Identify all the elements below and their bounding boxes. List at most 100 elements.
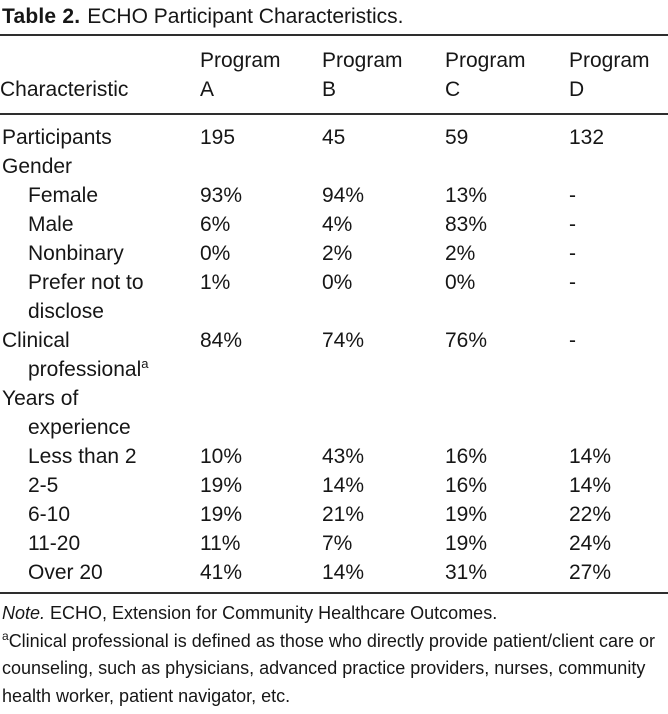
- row-value: 94%: [322, 184, 365, 207]
- row-value: 93%: [200, 184, 243, 207]
- row-value: 6%: [200, 213, 231, 236]
- table-row: Less than 2 10% 43% 16% 14%: [0, 442, 668, 471]
- footnote-marker: a: [2, 628, 9, 643]
- row-label-line: Participants: [2, 126, 112, 149]
- table-row: 2-5 19% 14% 16% 14%: [0, 471, 668, 500]
- row-value: 19%: [445, 503, 488, 526]
- row-label-line: Nonbinary: [28, 242, 124, 265]
- row-value: 7%: [322, 532, 353, 555]
- header-cell-characteristic: Characteristic: [0, 46, 200, 104]
- row-label: 2-5: [0, 471, 200, 500]
- row-label: Female: [0, 181, 200, 210]
- table-row: Years of experience: [0, 384, 668, 442]
- row-label-line: 2-5: [28, 474, 59, 497]
- row-label-line: disclose: [28, 300, 104, 323]
- row-value: 43%: [322, 445, 365, 468]
- header-rule: [0, 113, 668, 115]
- row-value: 195: [200, 126, 236, 149]
- row-label-line: Female: [28, 184, 99, 207]
- note-prefix: Note.: [2, 603, 46, 623]
- row-label: 11-20: [0, 529, 200, 558]
- row-label: Clinical professionala: [0, 326, 200, 384]
- note-line: Note. ECHO, Extension for Community Heal…: [2, 600, 668, 628]
- table-notes: Note. ECHO, Extension for Community Heal…: [0, 594, 668, 710]
- row-value: 132: [569, 126, 605, 149]
- row-label: 6-10: [0, 500, 200, 529]
- row-label: Over 20: [0, 558, 200, 587]
- table-row: Participants 195 45 59 132: [0, 123, 668, 152]
- row-value: 14%: [569, 474, 612, 497]
- header-cell-program-a: Program A: [200, 46, 322, 104]
- row-value: 84%: [200, 329, 243, 352]
- header-cell-program-c: Program C: [445, 46, 569, 104]
- footnote-line: aClinical professional is defined as tho…: [2, 628, 668, 711]
- row-value: -: [569, 329, 576, 352]
- table-title: Table 2. ECHO Participant Characteristics…: [0, 0, 668, 34]
- row-label: Gender: [0, 152, 200, 181]
- row-label: Years of experience: [0, 384, 200, 442]
- row-value: 22%: [569, 503, 612, 526]
- header-line2: A: [200, 78, 215, 101]
- row-value: 0%: [322, 271, 353, 294]
- row-label-line: Less than 2: [28, 445, 137, 468]
- bottom-rule: [0, 592, 668, 594]
- header-line1: Program: [569, 49, 650, 72]
- row-label: Participants: [0, 123, 200, 152]
- row-value: -: [569, 213, 576, 236]
- row-value: 2%: [322, 242, 353, 265]
- table-row: Gender: [0, 152, 668, 181]
- row-label-line: Gender: [2, 155, 73, 178]
- row-label-line: 11-20: [28, 532, 81, 555]
- row-value: 24%: [569, 532, 612, 555]
- column-header-characteristic: Characteristic: [0, 78, 129, 101]
- row-value: 59: [445, 126, 469, 149]
- row-value: 1%: [200, 271, 231, 294]
- row-value: 14%: [322, 561, 365, 584]
- row-value: 2%: [445, 242, 476, 265]
- row-value: 19%: [200, 474, 243, 497]
- table-number: Table 2.: [2, 5, 81, 28]
- header-cell-program-b: Program B: [322, 46, 445, 104]
- table-header-row: Characteristic Program A Program B Program C P…: [0, 36, 668, 113]
- table-row: 6-10 19% 21% 19% 22%: [0, 500, 668, 529]
- table-row: 11-20 11% 7% 19% 24%: [0, 529, 668, 558]
- row-value: 83%: [445, 213, 488, 236]
- row-value: -: [569, 271, 576, 294]
- row-label-line: Over 20: [28, 561, 103, 584]
- top-rule: [0, 34, 668, 36]
- row-label: Prefer not to disclose: [0, 268, 200, 326]
- row-value: 11%: [200, 532, 241, 555]
- row-label-line: Clinical: [2, 329, 70, 352]
- header-cell-program-d: Program D: [569, 46, 668, 104]
- row-value: 31%: [445, 561, 488, 584]
- row-value: 19%: [200, 503, 243, 526]
- row-label: Nonbinary: [0, 239, 200, 268]
- row-value: 4%: [322, 213, 353, 236]
- table-row: Prefer not to disclose 1% 0% 0% -: [0, 268, 668, 326]
- row-value: -: [569, 242, 576, 265]
- row-label-line: Years of: [2, 387, 79, 410]
- row-value: 45: [322, 126, 346, 149]
- header-line2: D: [569, 78, 585, 101]
- row-value: 16%: [445, 445, 488, 468]
- note-text: ECHO, Extension for Community Healthcare…: [45, 603, 498, 623]
- row-label: Less than 2: [0, 442, 200, 471]
- footnote-text: Clinical professional is defined as thos…: [2, 630, 656, 706]
- row-value: 19%: [445, 532, 488, 555]
- row-label-line: Prefer not to: [28, 271, 144, 294]
- row-label-line: 6-10: [28, 503, 71, 526]
- row-value: 0%: [445, 271, 476, 294]
- row-value: 10%: [200, 445, 243, 468]
- row-value: 14%: [322, 474, 365, 497]
- row-value: 76%: [445, 329, 488, 352]
- header-line1: Program: [322, 49, 403, 72]
- table-caption: ECHO Participant Characteristics.: [87, 5, 404, 28]
- table-row: Male 6% 4% 83% -: [0, 210, 668, 239]
- header-line2: B: [322, 78, 337, 101]
- table-row: Over 20 41% 14% 31% 27%: [0, 558, 668, 587]
- row-value: 0%: [200, 242, 231, 265]
- footnote-ref: a: [141, 356, 149, 371]
- row-label-line: professionala: [28, 356, 149, 381]
- header-line2: C: [445, 78, 461, 101]
